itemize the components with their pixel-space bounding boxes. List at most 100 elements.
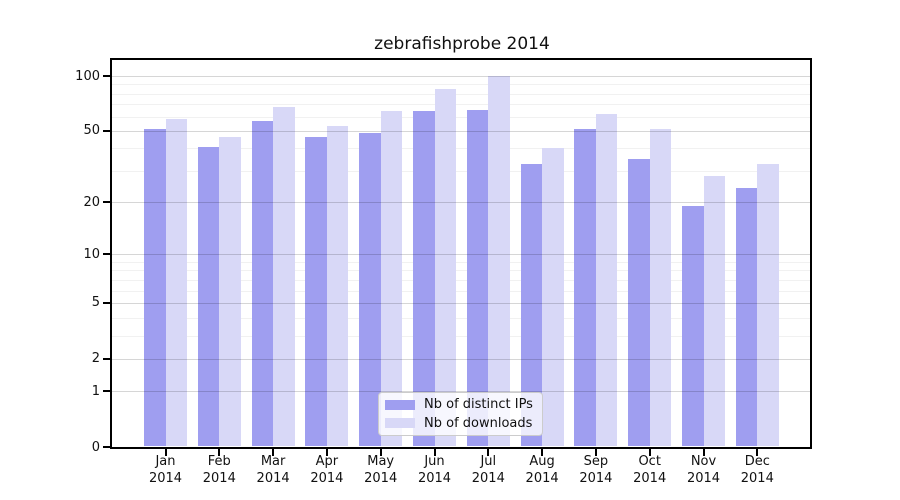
x-tick-month: Dec (744, 454, 770, 469)
gridline-major (112, 254, 810, 256)
legend-item-downloads: Nb of downloads (385, 416, 536, 432)
y-tick-label: 2 (91, 351, 100, 367)
x-tick-label: Oct 2014 (623, 453, 677, 487)
legend-swatch-distinct-ips (385, 399, 415, 410)
gridline-minor (112, 170, 810, 172)
bar-distinct-ips (520, 163, 543, 446)
gridline-major (112, 76, 810, 77)
x-tick-mark (325, 449, 328, 456)
bar-downloads (703, 176, 725, 446)
bar-distinct-ips (574, 129, 596, 446)
y-tick-mark (103, 201, 110, 204)
x-tick-mark (756, 449, 759, 456)
x-tick-mark (648, 449, 651, 456)
gridline-minor (112, 270, 810, 272)
x-tick-label: Jul 2014 (461, 453, 515, 487)
legend-label-distinct-ips: Nb of distinct IPs (424, 397, 533, 413)
x-tick-year: 2014 (471, 471, 505, 486)
x-tick-label: Jan 2014 (139, 453, 193, 487)
gridline-major (112, 391, 810, 393)
bar-distinct-ips (197, 146, 220, 446)
x-tick-month: May (367, 454, 395, 469)
chart-title: zebrafishprobe 2014 (374, 34, 550, 54)
gridline-minor (112, 261, 810, 263)
bar-distinct-ips (251, 120, 274, 446)
x-tick-month: Jun (424, 454, 445, 469)
x-tick-label: Aug 2014 (515, 453, 569, 487)
legend-swatch-downloads (385, 418, 415, 429)
gridline-minor (112, 116, 810, 118)
x-tick-mark (164, 449, 167, 456)
gridline-minor (112, 317, 810, 319)
bar-downloads (649, 129, 672, 446)
x-tick-month: Aug (529, 454, 555, 469)
bar-downloads (219, 137, 241, 446)
x-tick-month: Sep (583, 454, 609, 469)
gridline-minor (112, 104, 810, 106)
gridline-major (112, 302, 810, 304)
bar-downloads (380, 111, 403, 446)
x-tick-month: Oct (638, 454, 661, 469)
x-tick-year: 2014 (740, 471, 774, 486)
bar-distinct-ips (466, 110, 489, 446)
y-tick-mark (103, 446, 110, 448)
x-tick-year: 2014 (417, 471, 452, 486)
bar-distinct-ips (144, 129, 166, 446)
x-tick-label: Feb 2014 (192, 453, 246, 487)
x-tick-year: 2014 (633, 471, 667, 486)
x-tick-month: Feb (207, 454, 231, 469)
bar-downloads (595, 113, 618, 446)
x-tick-mark (541, 449, 544, 456)
x-tick-mark (433, 449, 436, 456)
bar-distinct-ips (359, 132, 381, 446)
y-tick-mark (103, 253, 110, 256)
x-tick-label: Apr 2014 (300, 453, 354, 487)
x-tick-month: Nov (690, 454, 717, 469)
bar-downloads (488, 76, 510, 446)
legend-label-downloads: Nb of downloads (424, 415, 533, 431)
bar-downloads (273, 106, 295, 446)
x-tick-year: 2014 (579, 471, 613, 486)
gridline-major (112, 130, 810, 132)
x-tick-mark (218, 449, 221, 456)
bar-downloads (542, 148, 564, 446)
bar-distinct-ips (735, 188, 758, 446)
y-tick-label: 20 (83, 194, 100, 210)
x-tick-mark (702, 449, 705, 456)
x-tick-year: 2014 (148, 471, 183, 486)
x-tick-month: Jul (480, 454, 497, 469)
x-tick-label: Nov 2014 (677, 453, 731, 487)
y-tick-label: 100 (75, 68, 100, 84)
y-tick-label: 1 (91, 383, 100, 399)
bar-distinct-ips (413, 111, 435, 446)
bar-distinct-ips (682, 206, 704, 446)
x-tick-month: Mar (260, 454, 286, 469)
x-tick-year: 2014 (310, 471, 344, 486)
legend: Nb of distinct IPs Nb of downloads (378, 392, 543, 436)
gridline-minor (112, 279, 810, 281)
y-tick-mark (103, 75, 110, 77)
x-tick-mark (594, 449, 597, 456)
y-tick-mark (103, 301, 110, 304)
y-tick-label: 10 (83, 246, 100, 262)
gridline-minor (112, 93, 810, 95)
y-tick-mark (103, 390, 110, 393)
y-tick-label: 0 (91, 439, 100, 455)
x-tick-label: Mar 2014 (246, 453, 300, 487)
gridline-major (112, 358, 810, 360)
bar-downloads (326, 126, 349, 446)
bar-downloads (165, 119, 187, 446)
x-tick-label: Sep 2014 (569, 453, 623, 487)
gridline-minor (112, 148, 810, 150)
x-tick-label: Jun 2014 (408, 453, 462, 487)
bar-downloads (434, 88, 456, 446)
bar-distinct-ips (628, 158, 650, 446)
y-tick-label: 50 (83, 123, 100, 139)
x-tick-label: Dec 2014 (730, 453, 784, 487)
gridline-major (112, 202, 810, 204)
x-tick-month: Apr (315, 454, 339, 469)
bar-downloads (757, 163, 779, 446)
gridline-minor (112, 335, 810, 337)
x-tick-mark (379, 449, 382, 456)
